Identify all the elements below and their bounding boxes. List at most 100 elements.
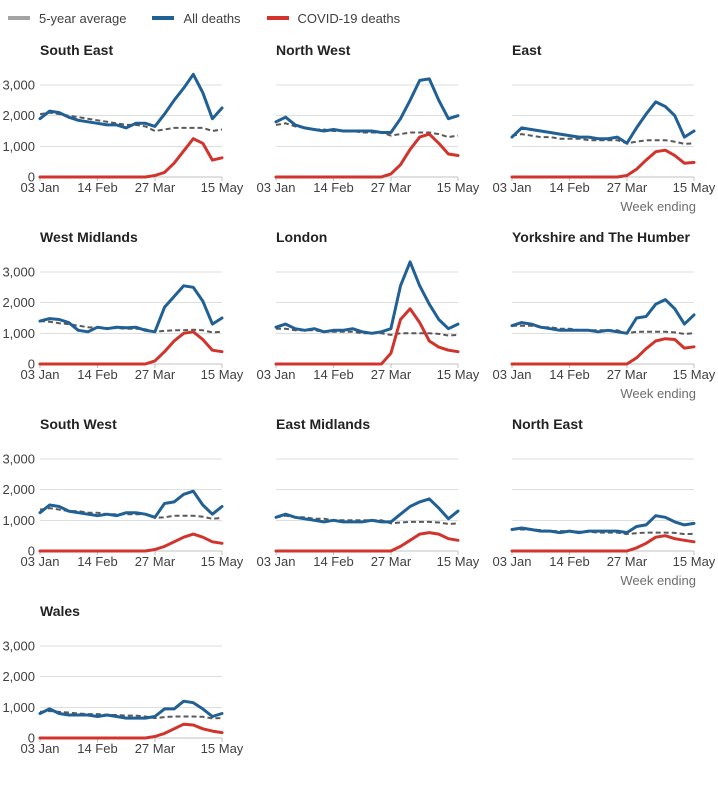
y-tick-label: 2,000 bbox=[2, 295, 35, 310]
chart-cell: West Midlands 0 1,000 2,000 3,000 03 Jan 14 Fe… bbox=[2, 223, 243, 410]
y-tick-label: 3,000 bbox=[2, 265, 35, 280]
x-tick-label: 27 Mar bbox=[371, 554, 412, 569]
chart-title: North West bbox=[276, 42, 351, 58]
x-tick-label: 14 Feb bbox=[77, 367, 117, 382]
five-year-average-swatch bbox=[8, 16, 30, 20]
x-tick-label: 27 Mar bbox=[135, 554, 176, 569]
legend-item-all-deaths: All deaths bbox=[152, 10, 241, 26]
x-tick-label: 15 May bbox=[437, 554, 480, 569]
x-tick-label: 03 Jan bbox=[20, 554, 59, 569]
covid-deaths-line bbox=[510, 337, 696, 366]
y-tick-label: 1,000 bbox=[2, 326, 35, 341]
x-axis-title: Week ending bbox=[620, 573, 696, 588]
chart-plot: 03 Jan 14 Feb 27 Mar 15 May bbox=[256, 77, 480, 195]
chart-title: North East bbox=[512, 416, 583, 432]
legend-label-covid-deaths: COVID-19 deaths bbox=[297, 10, 401, 26]
covid-deaths-line bbox=[274, 307, 460, 366]
x-tick-label: 03 Jan bbox=[492, 367, 531, 382]
x-tick-label: 27 Mar bbox=[135, 180, 176, 195]
x-tick-label: 14 Feb bbox=[549, 367, 589, 382]
all-deaths-line bbox=[38, 284, 224, 334]
chart-plot: 0 1,000 2,000 3,000 03 Jan 14 Feb 27 Mar 15 May bbox=[2, 452, 243, 570]
chart-cell: Yorkshire and The Humber 03 Jan 14 Feb 27 M… bbox=[474, 223, 715, 410]
chart-plot: 0 1,000 2,000 3,000 03 Jan 14 Feb 27 Mar 15 May bbox=[2, 639, 243, 757]
chart-cell: North West 03 Jan 14 Feb 27 Mar 15 May bbox=[238, 36, 480, 223]
x-tick-label: 14 Feb bbox=[313, 367, 353, 382]
chart-cell: South West 0 1,000 2,000 3,000 03 Jan 14 Feb 27… bbox=[2, 410, 243, 597]
chart-cell: East 03 Jan 14 Feb 27 Mar 15 May Week ending bbox=[474, 36, 715, 223]
all-deaths-line bbox=[274, 260, 460, 335]
chart-title: Yorkshire and The Humber bbox=[512, 229, 690, 245]
covid-deaths-line bbox=[274, 531, 460, 553]
x-tick-label: 15 May bbox=[201, 180, 244, 195]
y-tick-label: 2,000 bbox=[2, 669, 35, 684]
covid-deaths-line bbox=[38, 722, 224, 740]
x-tick-label: 14 Feb bbox=[77, 741, 117, 756]
legend-label-five-year-average: 5-year average bbox=[39, 10, 127, 26]
x-tick-label: 15 May bbox=[437, 367, 480, 382]
x-tick-label: 15 May bbox=[437, 180, 480, 195]
x-axis-title: Week ending bbox=[620, 199, 696, 214]
chart-plot: 0 1,000 2,000 3,000 03 Jan 14 Feb 27 Mar 15 May bbox=[2, 265, 243, 383]
x-tick-label: 14 Feb bbox=[313, 554, 353, 569]
five-year-average-line bbox=[39, 709, 223, 720]
x-tick-label: 15 May bbox=[201, 554, 244, 569]
chart-cell: North East 03 Jan 14 Feb 27 Mar 15 May Week e… bbox=[474, 410, 716, 597]
legend-item-covid-deaths: COVID-19 deaths bbox=[266, 10, 401, 26]
chart-plot: 03 Jan 14 Feb 27 Mar 15 May Week ending bbox=[492, 458, 716, 588]
x-tick-label: 27 Mar bbox=[371, 180, 412, 195]
x-tick-label: 27 Mar bbox=[607, 180, 648, 195]
charts-grid: South East 0 1,000 2,000 3,000 03 Jan 14 Feb 27… bbox=[2, 36, 716, 784]
all-deaths-line bbox=[274, 77, 460, 134]
chart-legend: 5-year average All deaths COVID-19 death… bbox=[8, 8, 718, 28]
chart-cell: East Midlands 03 Jan 14 Feb 27 Mar 15 May bbox=[238, 410, 479, 597]
covid-deaths-line bbox=[510, 148, 696, 179]
x-tick-label: 27 Mar bbox=[607, 554, 648, 569]
x-tick-label: 27 Mar bbox=[135, 367, 176, 382]
chart-plot: 03 Jan 14 Feb 27 Mar 15 May bbox=[256, 260, 480, 382]
all-deaths-line bbox=[510, 298, 696, 335]
x-tick-label: 03 Jan bbox=[256, 180, 295, 195]
chart-title: East bbox=[512, 42, 542, 58]
x-tick-label: 03 Jan bbox=[492, 554, 531, 569]
x-tick-label: 14 Feb bbox=[313, 180, 353, 195]
x-tick-label: 15 May bbox=[673, 180, 716, 195]
y-tick-label: 0 bbox=[28, 731, 35, 746]
x-tick-label: 14 Feb bbox=[549, 554, 589, 569]
x-tick-label: 03 Jan bbox=[20, 367, 59, 382]
y-tick-label: 0 bbox=[28, 357, 35, 372]
all-deaths-line bbox=[274, 497, 460, 524]
y-tick-label: 3,000 bbox=[2, 78, 35, 93]
all-deaths-line bbox=[38, 699, 224, 720]
legend-label-all-deaths: All deaths bbox=[183, 10, 241, 26]
y-tick-label: 1,000 bbox=[2, 139, 35, 154]
chart-title: East Midlands bbox=[276, 416, 371, 432]
y-tick-label: 3,000 bbox=[2, 452, 35, 467]
covid-deaths-line bbox=[38, 330, 224, 366]
chart-plot: 0 1,000 2,000 3,000 03 Jan 14 Feb 27 Mar 15 May bbox=[2, 72, 244, 195]
five-year-average-line bbox=[39, 507, 223, 520]
chart-cell: South East 0 1,000 2,000 3,000 03 Jan 14 Feb 27… bbox=[2, 36, 244, 223]
y-tick-label: 0 bbox=[28, 544, 35, 559]
chart-cell: Wales 0 1,000 2,000 3,000 03 Jan 14 Feb 27 Mar 1… bbox=[2, 597, 243, 784]
x-tick-label: 15 May bbox=[201, 367, 244, 382]
y-tick-label: 0 bbox=[28, 170, 35, 185]
all-deaths-line bbox=[38, 489, 224, 519]
chart-cell: London 03 Jan 14 Feb 27 Mar 15 May bbox=[238, 223, 480, 410]
x-tick-label: 03 Jan bbox=[20, 741, 59, 756]
y-tick-label: 2,000 bbox=[2, 108, 35, 123]
x-tick-label: 03 Jan bbox=[256, 367, 295, 382]
x-tick-label: 03 Jan bbox=[20, 180, 59, 195]
all-deaths-line bbox=[38, 72, 224, 130]
x-tick-label: 14 Feb bbox=[77, 180, 117, 195]
y-tick-label: 2,000 bbox=[2, 482, 35, 497]
covid-deaths-line bbox=[38, 532, 224, 553]
y-tick-label: 1,000 bbox=[2, 700, 35, 715]
covid-deaths-swatch bbox=[266, 16, 289, 20]
chart-title: South East bbox=[40, 42, 114, 58]
x-tick-label: 14 Feb bbox=[549, 180, 589, 195]
chart-title: West Midlands bbox=[40, 229, 138, 245]
covid-deaths-line bbox=[38, 137, 224, 179]
y-tick-label: 3,000 bbox=[2, 639, 35, 654]
